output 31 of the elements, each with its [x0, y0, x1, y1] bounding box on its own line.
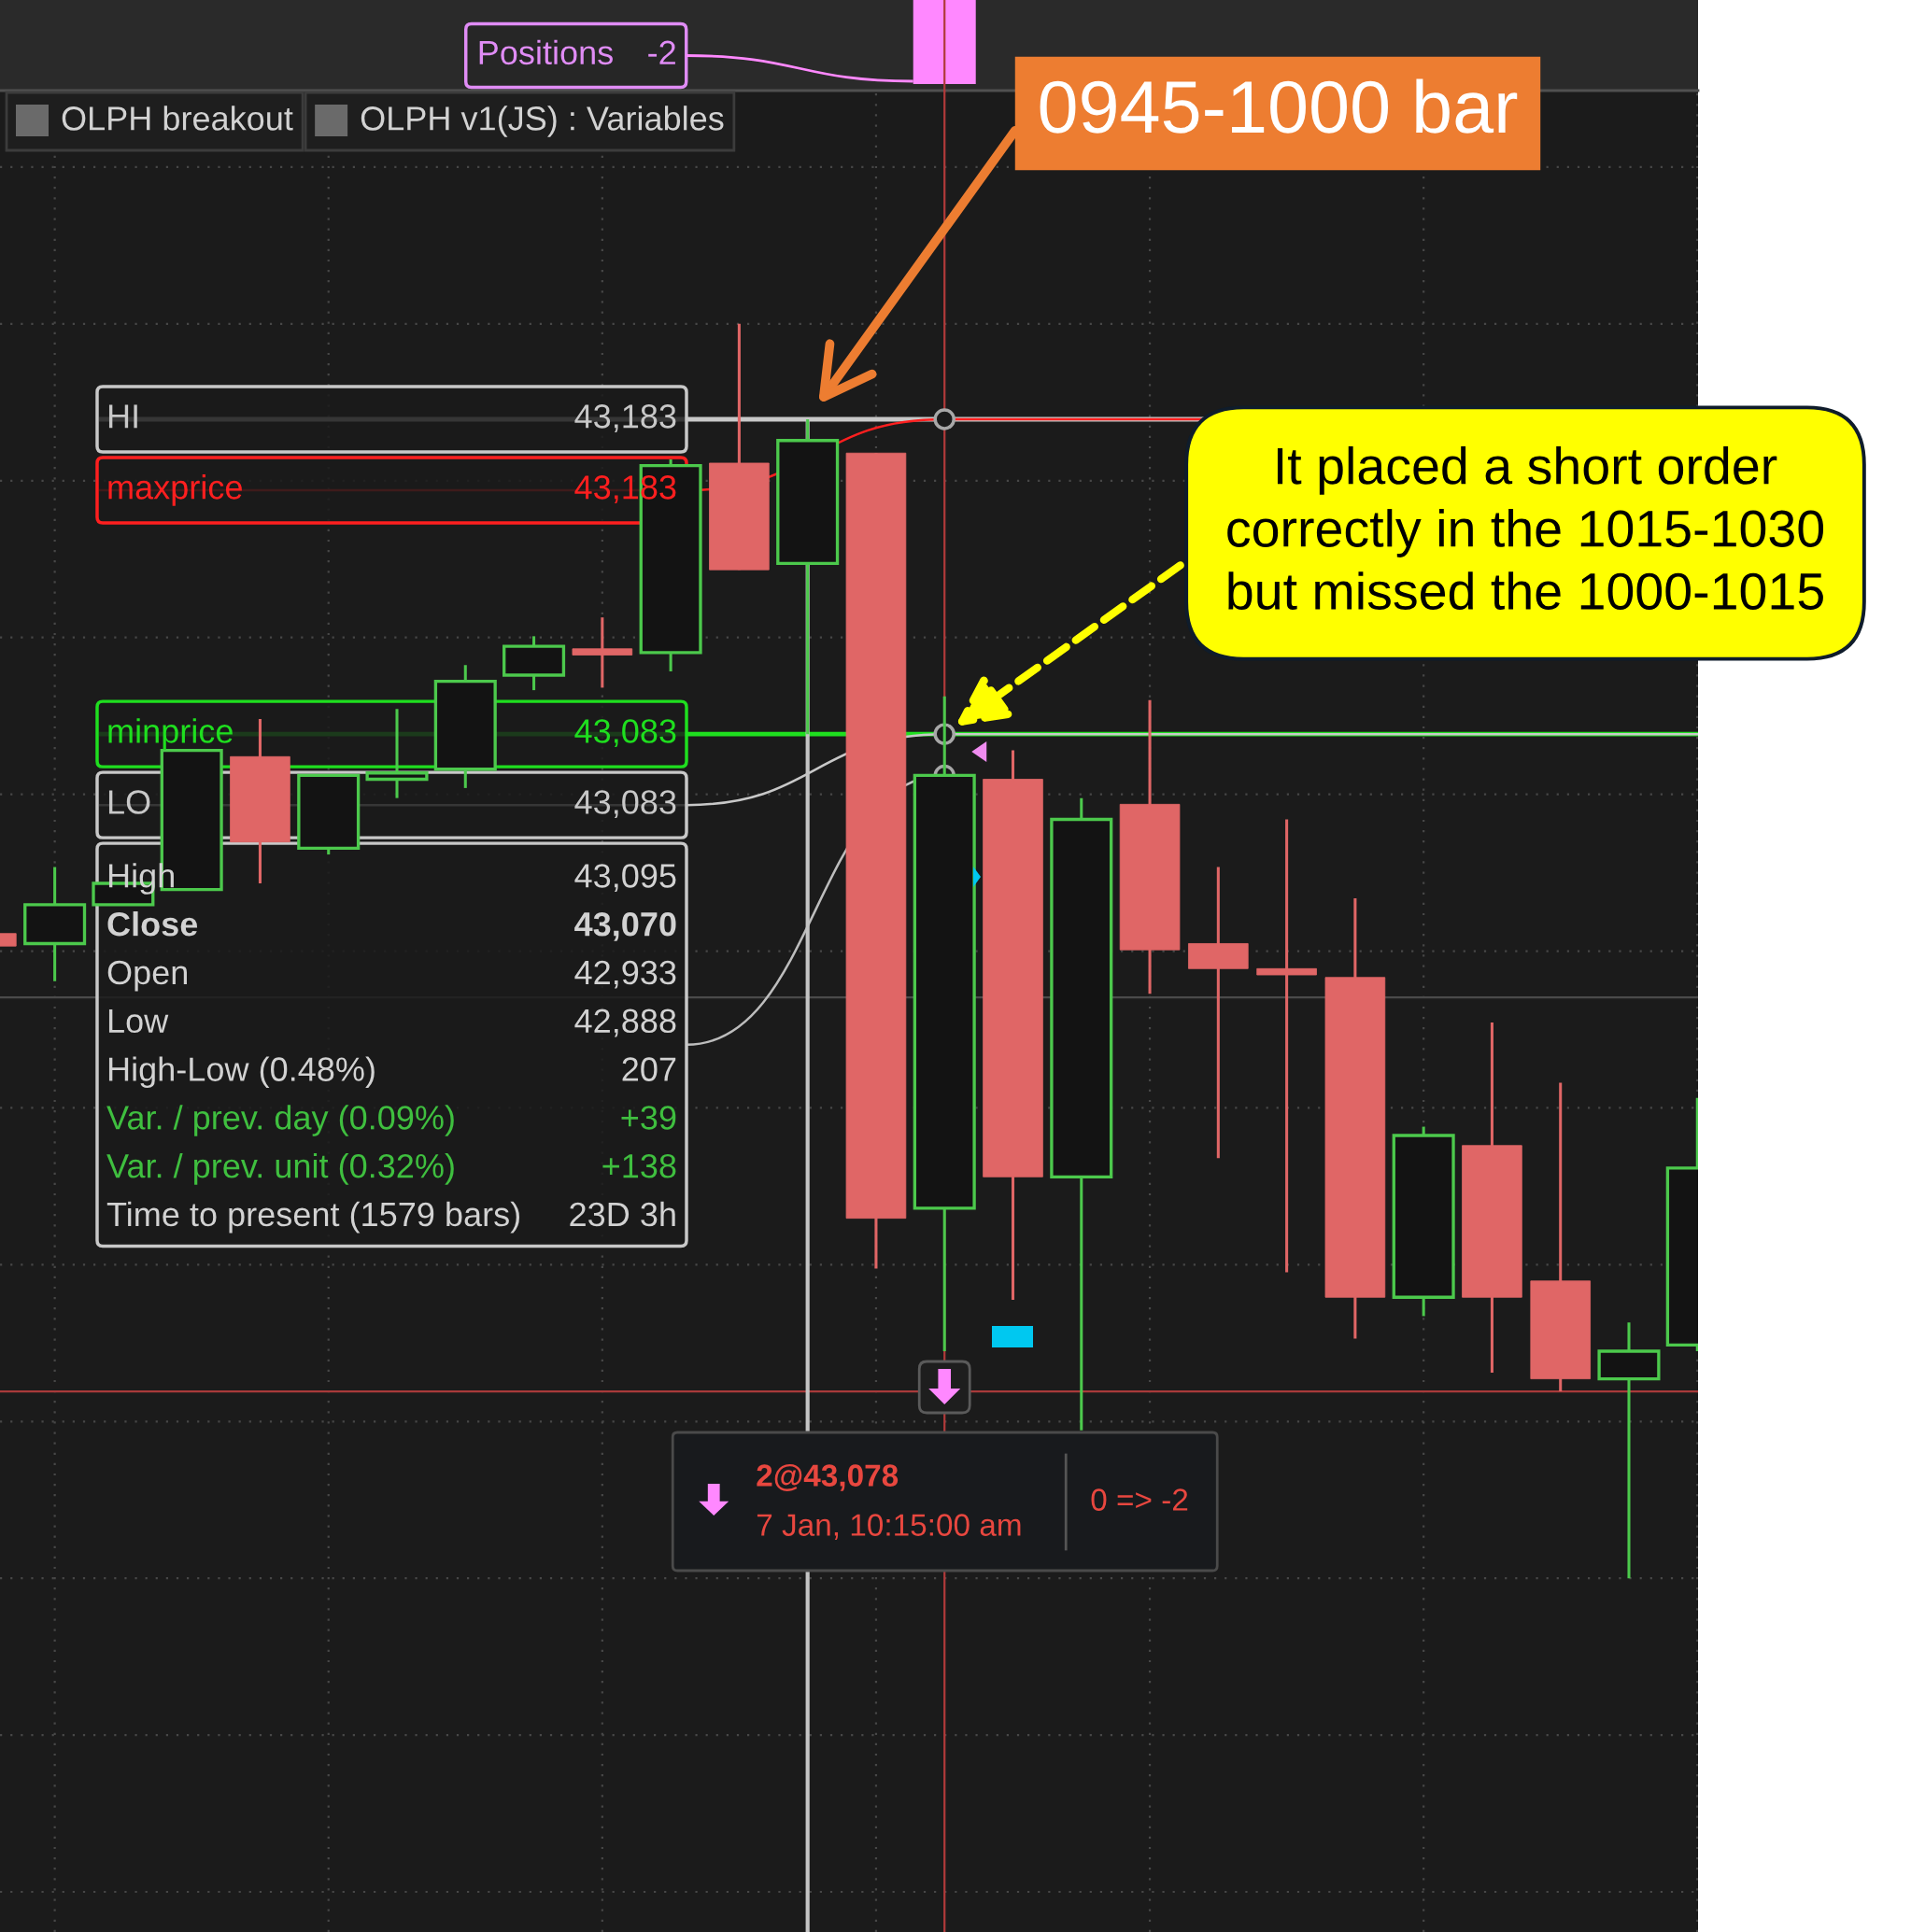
- ref-line-label: maxprice: [108, 474, 242, 506]
- annotation: Low: [108, 1008, 169, 1034]
- annotation: Open: [107, 960, 187, 992]
- annotation: +138: [602, 1153, 676, 1178]
- text: OLPH v1(JS) : Variables: [361, 106, 724, 137]
- annotation: 23D 3h: [570, 1201, 675, 1227]
- text: Positions: [479, 39, 613, 65]
- annotation: Close: [107, 910, 198, 937]
- annotation: 43,095: [574, 864, 676, 892]
- annotation: 0 => -2: [1091, 1488, 1188, 1511]
- text: OLPH breakout: [62, 106, 293, 131]
- annotation: 2@43,078: [757, 1463, 899, 1491]
- annotation: Var. / prev. unit (0.32%): [106, 1152, 454, 1185]
- annotation: It placed a short order correctly in the 1015-1030 but missed the 1000-1015: [1227, 446, 1824, 610]
- annotation: +39: [621, 1106, 676, 1130]
- annotation: Time to present (1579 bars): [106, 1201, 519, 1234]
- annotation: 7 Jan, 10:15:00 am: [757, 1514, 1021, 1540]
- annotation: 207: [622, 1057, 676, 1081]
- annotation: 42,888: [574, 1008, 676, 1037]
- annotation: High-Low (0.48%): [108, 1056, 375, 1089]
- text: -2: [648, 40, 675, 64]
- annotation: 43,083: [574, 790, 676, 819]
- annotation: 43,183: [574, 404, 676, 432]
- ref-line-label: minprice: [108, 718, 233, 750]
- ref-line-label: HI: [108, 404, 137, 429]
- annotation: 43,070: [574, 911, 676, 941]
- annotation: 43,083: [574, 719, 676, 748]
- annotation: Var. / prev. day (0.09%): [106, 1105, 454, 1136]
- annotation: 42,933: [574, 960, 676, 989]
- ref-line-label: LO: [108, 790, 150, 814]
- text: 0945-1000 bar: [1040, 78, 1518, 134]
